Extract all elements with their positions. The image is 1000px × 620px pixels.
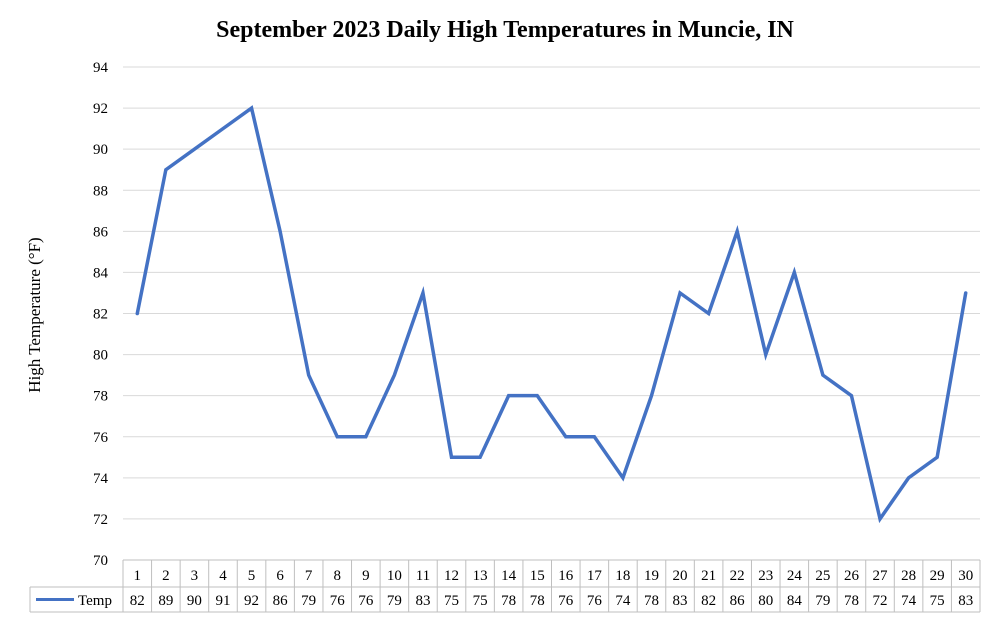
x-tick-label: 30 bbox=[958, 568, 973, 584]
data-label: 74 bbox=[901, 593, 917, 609]
x-tick-label: 19 bbox=[644, 568, 659, 584]
x-tick-label: 2 bbox=[162, 568, 170, 584]
x-tick-label: 18 bbox=[615, 568, 630, 584]
x-tick-label: 5 bbox=[248, 568, 256, 584]
x-tick-label: 16 bbox=[558, 568, 574, 584]
data-label: 86 bbox=[273, 593, 289, 609]
data-label: 76 bbox=[358, 593, 374, 609]
y-tick-label: 80 bbox=[93, 348, 108, 364]
x-tick-label: 7 bbox=[305, 568, 313, 584]
legend-label: Temp bbox=[78, 593, 112, 609]
y-tick-label: 72 bbox=[93, 512, 108, 528]
x-tick-label: 1 bbox=[134, 568, 142, 584]
x-tick-label: 11 bbox=[416, 568, 430, 584]
data-label: 78 bbox=[644, 593, 659, 609]
y-axis-label: High Temperature (°F) bbox=[25, 237, 44, 392]
data-label: 83 bbox=[415, 593, 430, 609]
data-label: 75 bbox=[444, 593, 459, 609]
data-label: 79 bbox=[301, 593, 316, 609]
y-tick-label: 74 bbox=[93, 471, 109, 487]
data-label: 83 bbox=[673, 593, 688, 609]
x-tick-label: 9 bbox=[362, 568, 370, 584]
data-label: 78 bbox=[501, 593, 516, 609]
x-tick-label: 23 bbox=[758, 568, 773, 584]
y-tick-label: 90 bbox=[93, 142, 108, 158]
data-label: 78 bbox=[844, 593, 859, 609]
chart-title: September 2023 Daily High Temperatures i… bbox=[216, 17, 794, 43]
data-label: 76 bbox=[558, 593, 574, 609]
data-label: 89 bbox=[158, 593, 173, 609]
x-tick-label: 15 bbox=[530, 568, 545, 584]
x-tick-label: 24 bbox=[787, 568, 803, 584]
y-tick-label: 82 bbox=[93, 307, 108, 323]
data-label: 82 bbox=[130, 593, 145, 609]
data-label: 80 bbox=[758, 593, 773, 609]
x-tick-label: 29 bbox=[930, 568, 945, 584]
x-tick-label: 14 bbox=[501, 568, 517, 584]
data-label: 90 bbox=[187, 593, 202, 609]
x-tick-label: 4 bbox=[219, 568, 227, 584]
y-tick-label: 76 bbox=[93, 430, 109, 446]
x-tick-label: 25 bbox=[815, 568, 830, 584]
y-tick-label: 70 bbox=[93, 553, 108, 569]
x-tick-label: 21 bbox=[701, 568, 716, 584]
y-tick-label: 92 bbox=[93, 101, 108, 117]
data-label: 75 bbox=[473, 593, 488, 609]
data-label: 76 bbox=[587, 593, 603, 609]
x-tick-label: 6 bbox=[276, 568, 284, 584]
data-label: 84 bbox=[787, 593, 803, 609]
data-label: 75 bbox=[930, 593, 945, 609]
x-tick-label: 13 bbox=[473, 568, 488, 584]
x-tick-label: 26 bbox=[844, 568, 860, 584]
data-table: 1 2 3 4 5 6 7 8 9 10 11 12 13 14 15 16 17 18 19 20 21 22 23 24 2… bbox=[29, 559, 981, 613]
series-lines bbox=[135, 105, 968, 524]
data-label: 82 bbox=[701, 593, 716, 609]
y-tick-label: 88 bbox=[93, 183, 108, 199]
data-label: 78 bbox=[530, 593, 545, 609]
x-tick-label: 28 bbox=[901, 568, 916, 584]
y-axis-ticks: 70 72 74 76 78 80 82 84 86 88 90 92 94 bbox=[93, 60, 109, 569]
x-tick-label: 10 bbox=[387, 568, 402, 584]
x-tick-label: 22 bbox=[730, 568, 745, 584]
data-label: 86 bbox=[730, 593, 746, 609]
y-tick-label: 78 bbox=[93, 389, 108, 405]
x-tick-label: 12 bbox=[444, 568, 459, 584]
data-label: 74 bbox=[615, 593, 631, 609]
x-tick-label: 3 bbox=[191, 568, 199, 584]
x-tick-label: 17 bbox=[587, 568, 603, 584]
data-label: 91 bbox=[215, 593, 230, 609]
x-tick-label: 8 bbox=[334, 568, 342, 584]
y-tick-label: 86 bbox=[93, 224, 109, 240]
series-line-temp bbox=[135, 105, 968, 524]
data-label: 79 bbox=[815, 593, 830, 609]
gridlines bbox=[123, 66, 980, 520]
x-tick-label: 20 bbox=[673, 568, 688, 584]
x-tick-label: 27 bbox=[873, 568, 889, 584]
y-tick-label: 94 bbox=[93, 60, 109, 76]
data-label: 79 bbox=[387, 593, 402, 609]
data-label: 83 bbox=[958, 593, 973, 609]
y-tick-label: 84 bbox=[93, 265, 109, 281]
data-label: 76 bbox=[330, 593, 346, 609]
data-label: 72 bbox=[873, 593, 888, 609]
data-label: 92 bbox=[244, 593, 259, 609]
